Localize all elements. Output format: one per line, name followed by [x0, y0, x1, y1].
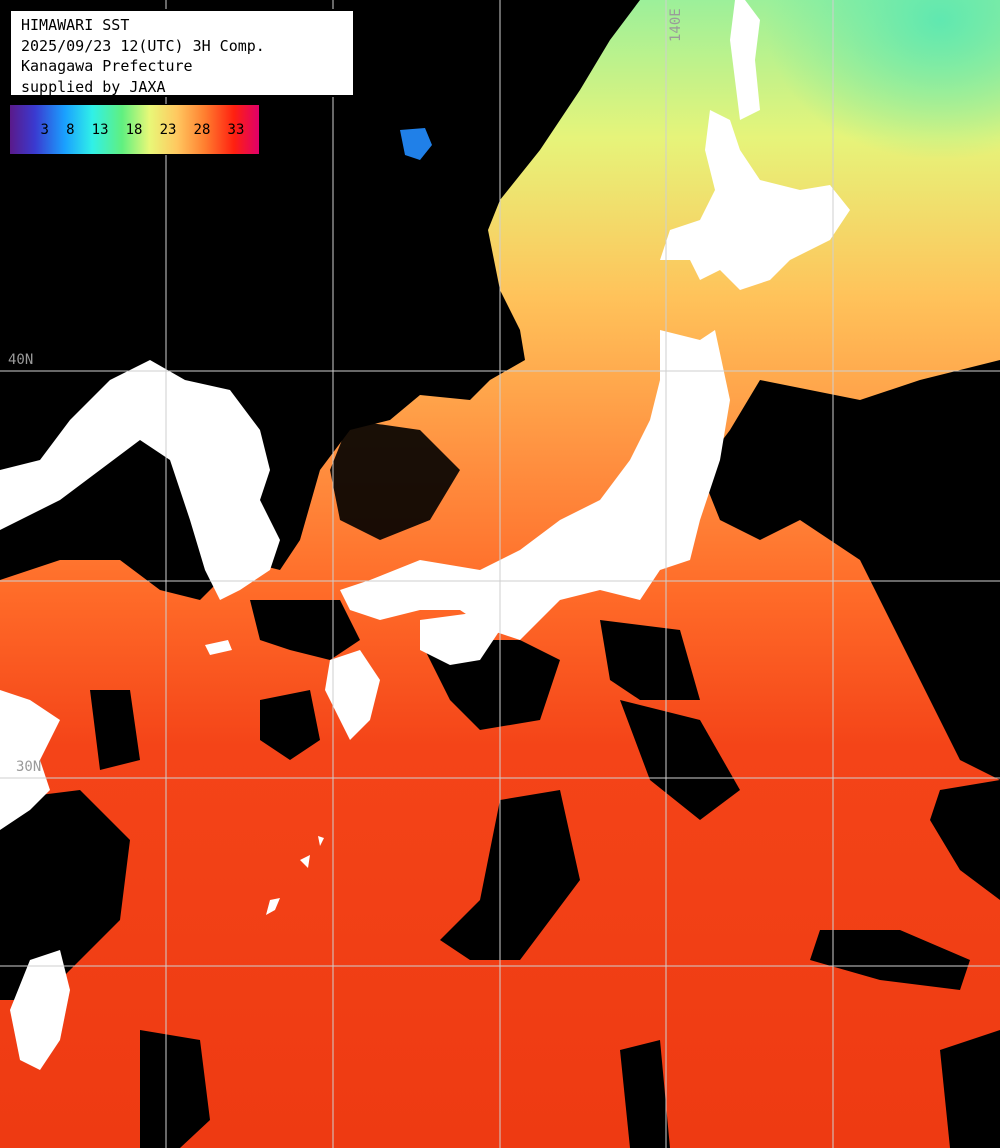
colorbar-legend: 3 8 13 18 23 28 33 — [9, 104, 260, 155]
colorbar-tick: 23 — [159, 121, 177, 138]
title-line-1: HIMAWARI SST — [21, 16, 130, 34]
title-line-2: 2025/09/23 12(UTC) 3H Comp. — [21, 36, 265, 55]
colorbar-tick: 8 — [66, 121, 75, 138]
title-box: HIMAWARI SST 2025/09/23 12(UTC) 3H Comp.… — [9, 9, 355, 97]
island-cold-patch — [400, 128, 432, 160]
title-line-4: supplied by JAXA — [21, 77, 166, 96]
colorbar-tick: 28 — [193, 121, 211, 138]
title-line-3: Kanagawa Prefecture — [21, 57, 193, 75]
colorbar-tick: 33 — [227, 121, 245, 138]
colorbar-tick: 3 — [40, 121, 49, 138]
colorbar-gradient — [10, 105, 259, 154]
landmass — [0, 0, 850, 1070]
colorbar-tick: 13 — [91, 121, 109, 138]
latitude-label-30n: 30N — [16, 759, 42, 775]
colorbar-tick: 18 — [125, 121, 143, 138]
latitude-label-40n: 40N — [8, 352, 34, 368]
longitude-label-140e: 140E — [668, 8, 684, 42]
